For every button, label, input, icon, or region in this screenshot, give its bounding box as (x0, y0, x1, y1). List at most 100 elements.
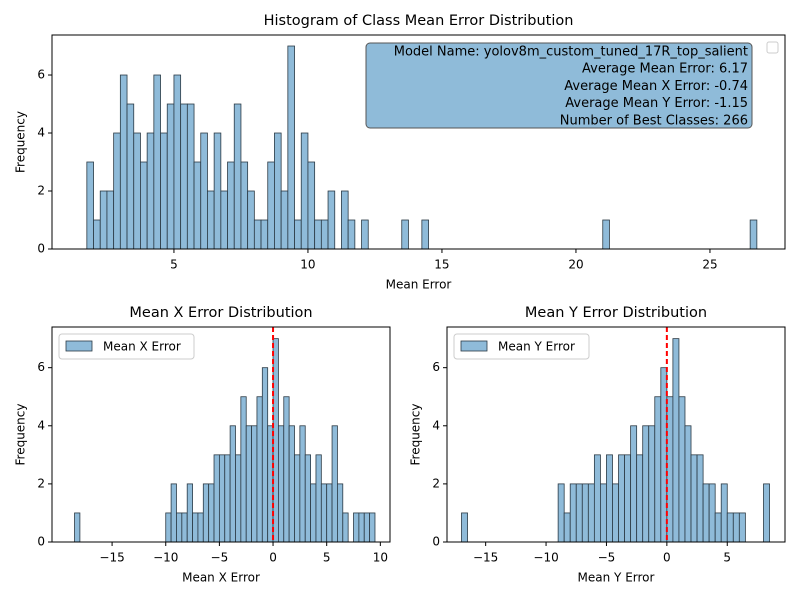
histogram-bar (193, 161, 202, 250)
y-tick-label: 0 (37, 535, 45, 549)
chart-title: Mean X Error Distribution (129, 305, 312, 321)
histogram-bar (261, 367, 269, 543)
histogram-bar (361, 219, 369, 250)
y-tick-label: 0 (432, 535, 440, 549)
histogram-bar (684, 425, 692, 543)
histogram-bar (331, 425, 338, 543)
annotation-text: Model Name: yolov8m_custom_tuned_17R_top… (394, 45, 748, 60)
histogram-bar (224, 454, 231, 543)
y-tick-label: 2 (432, 476, 440, 490)
histogram-bar (173, 74, 182, 250)
histogram-bar (166, 103, 175, 250)
y-tick-label: 4 (432, 418, 440, 432)
histogram-bar (294, 454, 301, 543)
y-tick-label: 2 (37, 184, 45, 198)
chart-title: Mean Y Error Distribution (525, 305, 707, 321)
histogram-bar (678, 396, 686, 543)
y-tick-label: 6 (432, 360, 440, 374)
histogram-bar (153, 74, 161, 250)
histogram-bar (192, 512, 199, 543)
histogram-bar (587, 483, 595, 543)
histogram-bar (113, 132, 121, 250)
histogram-bar (299, 425, 306, 543)
y-axis-label: Frequency (14, 404, 28, 466)
histogram-bar (133, 132, 141, 250)
histogram-bar (213, 132, 222, 250)
histogram-bar (320, 219, 329, 250)
histogram-bar (593, 454, 601, 543)
x-tick-label: 20 (568, 258, 583, 272)
annotation-text: Average Mean Y Error: -1.15 (565, 96, 748, 111)
histogram-bar (220, 190, 228, 250)
histogram-bar (636, 454, 644, 543)
histogram-bar (186, 483, 193, 543)
histogram-bar (240, 161, 249, 250)
histogram-bar (618, 454, 625, 543)
legend-box (453, 333, 590, 360)
histogram-bar (251, 425, 258, 543)
x-tick-label: 15 (434, 258, 449, 272)
histogram-bar (176, 512, 183, 543)
chart-title: Histogram of Class Mean Error Distributi… (264, 13, 574, 29)
histogram-bar (600, 483, 607, 543)
histogram-bar (126, 103, 135, 250)
histogram-bar (181, 512, 188, 543)
histogram-bar (702, 483, 710, 543)
y-tick-label: 2 (37, 476, 45, 490)
annotation-text: Average Mean Error: 6.17 (582, 62, 748, 77)
histogram-bar (353, 512, 360, 543)
histogram-bar (253, 219, 262, 250)
histogram-bar (106, 190, 115, 250)
histogram-bar (300, 132, 309, 250)
histogram-bar (314, 219, 322, 250)
histogram-bar (74, 512, 81, 543)
histogram-bar (421, 219, 429, 250)
histogram-bar (642, 425, 650, 543)
x-tick-label: 5 (723, 551, 731, 565)
histogram-bar (310, 483, 317, 543)
histogram-bar (280, 190, 289, 250)
histogram-bar (146, 132, 155, 250)
y-axis-label: Frequency (409, 404, 423, 466)
legend-swatch (65, 340, 93, 352)
histogram-bar (696, 454, 704, 543)
histogram-bar (581, 483, 589, 543)
annotation-text: Average Mean X Error: -0.74 (564, 79, 748, 94)
histogram-bar (337, 483, 344, 543)
histogram-bar (341, 190, 349, 250)
y-axis-label: Frequency (14, 111, 28, 173)
histogram-bar (720, 483, 728, 543)
histogram-bar (606, 454, 613, 543)
histogram-bar (708, 483, 716, 543)
annotation-text: Number of Best Classes: 266 (560, 113, 748, 128)
x-tick-label: 5 (170, 258, 178, 272)
y-tick-label: 6 (37, 68, 45, 82)
histogram-bar (738, 512, 746, 543)
histogram-bar (690, 454, 698, 543)
histogram-bar (202, 483, 210, 543)
x-axis-label: Mean Error (386, 278, 452, 292)
histogram-bar (207, 190, 215, 250)
legend-label: Mean X Error (103, 340, 181, 354)
legend-box (58, 333, 195, 360)
histogram-bar (218, 454, 226, 543)
axes-frame (51, 326, 391, 543)
histogram-bar (213, 454, 220, 543)
histogram-bar (200, 132, 208, 250)
y-tick-label: 4 (37, 126, 45, 140)
histogram-bar (287, 45, 295, 250)
y-tick-label: 0 (37, 242, 45, 256)
histogram-bar (119, 74, 128, 250)
x-tick-label: −10 (153, 551, 178, 565)
histogram-bar (307, 161, 316, 250)
histogram-bar (274, 132, 282, 250)
histogram-bar (630, 425, 638, 543)
histogram-bar (763, 483, 770, 543)
histogram-bar (208, 483, 215, 543)
histogram-bar (160, 132, 168, 250)
histogram-bar (283, 396, 290, 543)
x-tick-label: 0 (663, 551, 671, 565)
x-axis-label: Mean X Error (182, 571, 260, 585)
histogram-bar (278, 425, 285, 543)
